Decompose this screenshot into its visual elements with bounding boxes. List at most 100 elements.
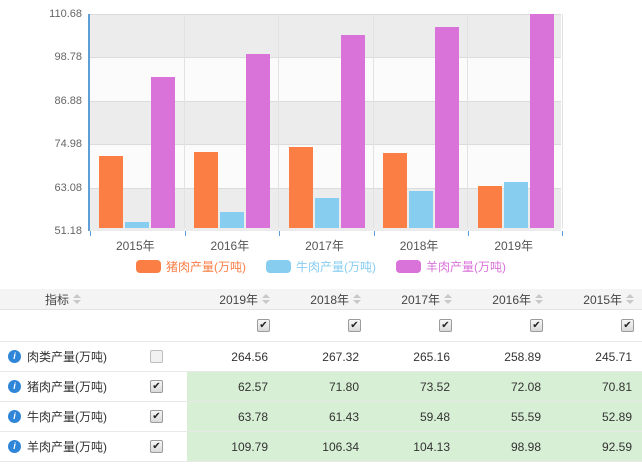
checkbox-row-spacer — [126, 310, 187, 341]
sort-icon[interactable] — [353, 294, 361, 304]
value-cell: 62.57 — [187, 372, 278, 401]
table-row: i 牛肉产量(万吨) ✔ 63.78 61.43 59.48 55.59 52.89 — [0, 402, 642, 432]
x-axis-category-label: 2018年 — [399, 239, 439, 253]
value-cell: 98.98 — [460, 432, 551, 461]
header-spacer-cell — [126, 289, 187, 309]
legend-swatch — [396, 259, 421, 273]
value-cell: 70.81 — [551, 372, 642, 401]
checkbox[interactable]: ✔ — [150, 380, 163, 393]
value-text: 264.56 — [231, 349, 268, 364]
year-header-label: 2015年 — [583, 292, 622, 307]
checkbox[interactable] — [150, 350, 163, 363]
checkbox[interactable]: ✔ — [439, 319, 452, 332]
year-header-cell[interactable]: 2015年 — [551, 289, 642, 309]
production-bar-chart: 110.68 98.78 86.88 74.98 63.08 51.18 2015年 201… — [0, 0, 563, 289]
indicator-label: 牛肉产量(万吨) — [27, 410, 107, 424]
info-icon[interactable]: i — [8, 440, 21, 453]
row-checkbox-cell: ✔ — [126, 402, 187, 431]
gridline-vertical — [372, 14, 374, 228]
indicator-table: 指标 2019年 2018年 2017年 2016年 2015年 ✔ ✔ ✔ ✔ ✔ i 肉类产量… — [0, 289, 642, 462]
value-text: 72.08 — [510, 379, 541, 394]
y-axis-tick-label: 63.08 — [54, 181, 82, 194]
value-cell: 109.79 — [187, 432, 278, 461]
checkbox[interactable]: ✔ — [621, 319, 634, 332]
legend-item[interactable]: 羊肉产量(万吨) — [396, 258, 506, 275]
checkbox[interactable]: ✔ — [150, 440, 163, 453]
checkbox-row-spacer — [0, 310, 126, 341]
value-cell: 61.43 — [278, 402, 369, 431]
bar-牛肉产量(万吨)[interactable] — [125, 221, 150, 228]
year-header-cell[interactable]: 2017年 — [369, 289, 460, 309]
bar-羊肉产量(万吨)[interactable] — [151, 76, 176, 228]
x-axis-tick — [279, 231, 281, 236]
bar-牛肉产量(万吨)[interactable] — [409, 190, 434, 228]
sort-icon[interactable] — [73, 294, 81, 304]
value-cell: 73.52 — [369, 372, 460, 401]
y-axis-labels: 110.68 98.78 86.88 74.98 63.08 51.18 — [0, 0, 82, 289]
bar-羊肉产量(万吨)[interactable] — [435, 26, 460, 228]
x-axis-tick — [90, 231, 91, 236]
sort-icon[interactable] — [262, 294, 270, 304]
bar-羊肉产量(万吨)[interactable] — [245, 53, 270, 228]
info-icon[interactable]: i — [8, 410, 21, 423]
value-cell: 59.48 — [369, 402, 460, 431]
indicator-label-cell: i 牛肉产量(万吨) — [0, 402, 126, 431]
bar-猪肉产量(万吨)[interactable] — [477, 186, 502, 228]
indicator-label-cell: i 羊肉产量(万吨) — [0, 432, 126, 461]
bar-牛肉产量(万吨)[interactable] — [314, 197, 339, 228]
value-text: 59.48 — [419, 409, 450, 424]
indicator-label-cell: i 猪肉产量(万吨) — [0, 372, 126, 401]
checkbox[interactable]: ✔ — [257, 319, 270, 332]
value-text: 98.98 — [510, 439, 541, 454]
year-checkbox-cell: ✔ — [460, 310, 551, 341]
value-text: 55.59 — [510, 409, 541, 424]
legend-item[interactable]: 猪肉产量(万吨) — [136, 258, 246, 275]
legend-label: 猪肉产量(万吨) — [166, 259, 246, 274]
bar-羊肉产量(万吨)[interactable] — [529, 14, 554, 228]
plot-band — [90, 14, 561, 58]
bar-猪肉产量(万吨)[interactable] — [288, 146, 313, 228]
year-header-cell[interactable]: 2019年 — [187, 289, 278, 309]
value-text: 73.52 — [419, 379, 450, 394]
info-icon[interactable]: i — [8, 380, 21, 393]
year-checkbox-cell: ✔ — [551, 310, 642, 341]
bar-猪肉产量(万吨)[interactable] — [383, 152, 408, 228]
year-checkbox-cell: ✔ — [187, 310, 278, 341]
bar-猪肉产量(万吨)[interactable] — [193, 151, 218, 228]
year-header-label: 2016年 — [492, 292, 531, 307]
sort-icon[interactable] — [535, 294, 543, 304]
indicator-header-cell[interactable]: 指标 — [0, 289, 126, 309]
value-cell: 104.13 — [369, 432, 460, 461]
checkbox[interactable]: ✔ — [530, 319, 543, 332]
year-header-cell[interactable]: 2018年 — [278, 289, 369, 309]
checkbox[interactable]: ✔ — [348, 319, 361, 332]
x-axis-tick — [562, 231, 563, 236]
legend-label: 牛肉产量(万吨) — [296, 259, 376, 274]
table-row: i 肉类产量(万吨) 264.56 267.32 265.16 258.89 245.71 — [0, 342, 642, 372]
bar-猪肉产量(万吨)[interactable] — [99, 156, 124, 228]
sort-icon[interactable] — [626, 294, 634, 304]
row-checkbox-cell: ✔ — [126, 432, 187, 461]
year-header-cell[interactable]: 2016年 — [460, 289, 551, 309]
checkbox[interactable]: ✔ — [150, 410, 163, 423]
value-cell: 245.71 — [551, 342, 642, 371]
gridline — [90, 144, 561, 146]
legend-label: 羊肉产量(万吨) — [426, 259, 506, 274]
value-text: 104.13 — [413, 439, 450, 454]
value-text: 258.89 — [504, 349, 541, 364]
gridline — [90, 14, 561, 15]
info-icon[interactable]: i — [8, 350, 21, 363]
gridline-vertical — [278, 14, 280, 228]
legend-item[interactable]: 牛肉产量(万吨) — [266, 258, 376, 275]
value-cell: 264.56 — [187, 342, 278, 371]
bar-牛肉产量(万吨)[interactable] — [503, 182, 528, 228]
bar-羊肉产量(万吨)[interactable] — [340, 34, 365, 228]
value-text: 61.43 — [328, 409, 359, 424]
indicator-label: 肉类产量(万吨) — [27, 350, 107, 364]
sort-icon[interactable] — [444, 294, 452, 304]
gridline — [90, 187, 561, 189]
legend-swatch — [266, 259, 291, 273]
x-axis-tick — [468, 231, 470, 236]
value-cell: 258.89 — [460, 342, 551, 371]
bar-牛肉产量(万吨)[interactable] — [219, 211, 244, 228]
